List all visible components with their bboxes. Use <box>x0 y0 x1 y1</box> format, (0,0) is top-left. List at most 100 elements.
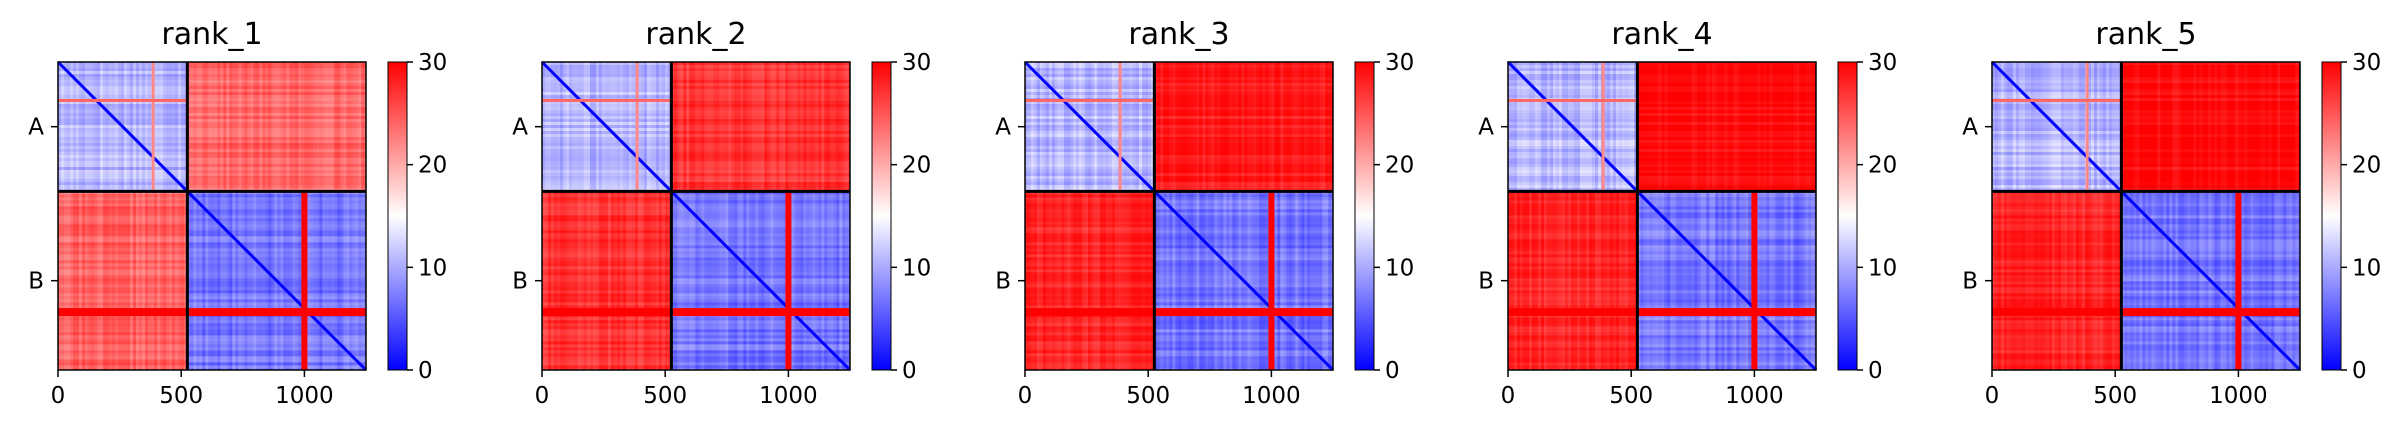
heatmap-column <box>154 62 157 192</box>
y-category-label: A <box>1478 115 1494 141</box>
heatmap-row <box>58 242 188 246</box>
heatmap-row <box>2121 221 2300 225</box>
heatmap-column <box>2181 191 2185 370</box>
heatmap-column <box>1553 62 1556 192</box>
heatmap-row <box>542 203 672 207</box>
diagonal-band <box>56 60 189 193</box>
heatmap-row <box>58 233 188 237</box>
heatmap-row <box>1637 188 1816 191</box>
heatmap-row <box>542 149 672 152</box>
heatmap-column <box>1700 62 1704 192</box>
heatmap-row <box>671 86 850 89</box>
heatmap-row <box>1637 134 1816 137</box>
heatmap-row <box>671 323 850 327</box>
heatmap-row <box>58 290 188 294</box>
heatmap-column <box>214 191 218 370</box>
heatmap-row <box>1154 242 1333 246</box>
heatmap-column <box>130 62 133 192</box>
heatmap-column <box>1328 191 1332 370</box>
heatmap-column <box>1124 62 1127 192</box>
heatmap-row <box>187 74 366 77</box>
heatmap-column <box>1535 191 1538 370</box>
heatmap-column <box>1616 191 1619 370</box>
heatmap-column <box>2022 191 2025 370</box>
heatmap-row <box>187 92 366 95</box>
heatmap-row <box>542 257 672 261</box>
heatmap-column <box>1172 191 1176 370</box>
heatmap-row <box>671 197 850 201</box>
heatmap-row <box>1637 266 1816 270</box>
heatmap-row <box>1025 146 1155 149</box>
heatmap-row <box>58 206 188 210</box>
heatmap-row <box>671 359 850 363</box>
heatmap-column <box>2142 62 2146 192</box>
heatmap-row <box>187 230 366 234</box>
heatmap-column <box>1250 191 1254 370</box>
heatmap-row <box>1154 272 1333 276</box>
heatmap-row <box>58 113 188 116</box>
heatmap-column <box>1322 191 1326 370</box>
heatmap-column <box>1992 191 1995 370</box>
heatmap-column <box>812 191 816 370</box>
heatmap-row <box>187 101 366 104</box>
heatmap-row <box>1025 170 1155 173</box>
heatmap-row <box>187 137 366 140</box>
heatmap-row <box>1154 212 1333 216</box>
heatmap-column <box>572 191 575 370</box>
heatmap-row <box>1637 92 1816 95</box>
heatmap-column <box>1100 191 1103 370</box>
heatmap-column <box>1730 62 1734 192</box>
heatmap-row <box>671 272 850 276</box>
heatmap-row <box>1508 212 1638 216</box>
heatmap-column <box>295 191 299 370</box>
heatmap-column <box>1670 191 1674 370</box>
heatmap-row <box>1154 266 1333 270</box>
heatmap-row <box>2121 257 2300 261</box>
heatmap-row <box>1025 194 1155 198</box>
heatmap-row <box>1992 164 2122 167</box>
heatmap-row <box>1992 287 2122 291</box>
heatmap-row <box>542 107 672 110</box>
heatmap-row <box>1992 143 2122 146</box>
heatmap-row <box>187 275 366 279</box>
heatmap-column <box>298 191 302 370</box>
heatmap-column <box>1283 62 1287 192</box>
heatmap-column <box>1256 191 1260 370</box>
heatmap-row <box>671 182 850 185</box>
colorbar-tick-label: 0 <box>1868 358 1883 384</box>
heatmap-column <box>139 191 142 370</box>
heatmap-column <box>587 62 590 192</box>
heatmap-row <box>1025 71 1155 74</box>
heatmap-row <box>1637 149 1816 152</box>
heatmap-row <box>1508 284 1638 288</box>
heatmap-column <box>1769 62 1773 192</box>
heatmap-row <box>542 194 672 198</box>
heatmap-row <box>1154 158 1333 161</box>
heatmap-column <box>2052 62 2055 192</box>
heatmap-column <box>289 191 293 370</box>
heatmap-column <box>1280 62 1284 192</box>
heatmap-column <box>1706 62 1710 192</box>
heatmap-column <box>602 62 605 192</box>
heatmap-column <box>226 191 230 370</box>
heatmap-row <box>2121 74 2300 77</box>
heatmap-row <box>1508 134 1638 137</box>
heatmap-row <box>2121 296 2300 300</box>
heatmap-column <box>115 191 118 370</box>
heatmap-row <box>1637 281 1816 285</box>
heatmap-row <box>2121 215 2300 219</box>
heatmap-column <box>653 191 656 370</box>
heatmap-row <box>1508 203 1638 207</box>
heatmap-row <box>542 287 672 291</box>
heatmap-column <box>1271 62 1275 192</box>
heatmap-row <box>1637 353 1816 357</box>
heatmap-column <box>803 191 807 370</box>
heatmap-column <box>208 191 212 370</box>
heatmap-column <box>623 62 626 192</box>
heatmap-row <box>1637 197 1816 201</box>
heatmap-column <box>554 191 557 370</box>
heatmap-row <box>1025 338 1155 342</box>
heatmap-row <box>1025 128 1155 131</box>
heatmap-column <box>1586 62 1589 192</box>
heatmap-column <box>2115 62 2118 192</box>
